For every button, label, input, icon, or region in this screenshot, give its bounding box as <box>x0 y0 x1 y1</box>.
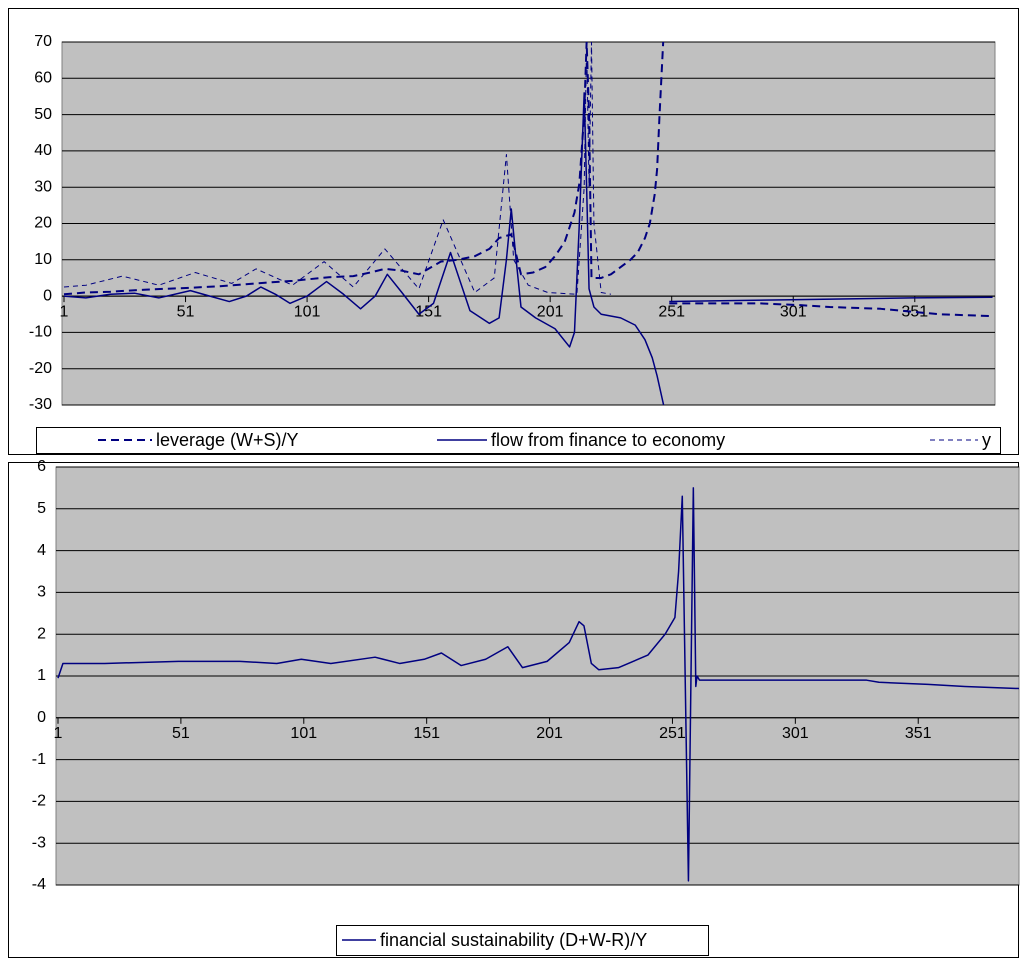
y-tick-label: -20 <box>29 360 52 377</box>
y-tick-label: 60 <box>34 70 52 87</box>
legend-label: leverage (W+S)/Y <box>156 430 299 450</box>
x-tick-label: 151 <box>415 303 442 320</box>
x-tick-label: 1 <box>60 303 69 320</box>
y-tick-label: -10 <box>29 324 52 341</box>
x-tick-label: 151 <box>413 725 440 742</box>
y-tick-label: 70 <box>34 33 52 50</box>
y-tick-label: 6 <box>37 458 46 475</box>
x-tick-label: 1 <box>54 725 63 742</box>
x-tick-label: 351 <box>905 725 932 742</box>
y-tick-label: 3 <box>37 584 46 601</box>
x-tick-label: 201 <box>536 725 563 742</box>
legend-label: financial sustainability (D+W-R)/Y <box>380 930 647 950</box>
series-group <box>63 42 993 405</box>
x-tick-label: 51 <box>177 303 195 320</box>
y-tick-label: -2 <box>32 793 46 810</box>
series-group <box>57 487 1019 882</box>
y-tick-label: 0 <box>37 709 46 726</box>
y-tick-label: -4 <box>32 876 46 893</box>
y-tick-label: 20 <box>34 215 52 232</box>
y-tick-label: -3 <box>32 834 46 851</box>
series-line <box>63 42 612 295</box>
legend-label: y <box>982 430 991 450</box>
y-tick-label: 10 <box>34 251 52 268</box>
y-tick-label: 40 <box>34 142 52 159</box>
series-line <box>63 42 991 318</box>
y-tick-label: 5 <box>37 500 46 517</box>
x-tick-label: 301 <box>782 725 809 742</box>
x-tick-label: 251 <box>658 303 685 320</box>
y-tick-label: -1 <box>32 751 46 768</box>
legend-label: flow from finance to economy <box>491 430 725 450</box>
y-tick-label: 1 <box>37 667 46 684</box>
legend-box <box>336 925 709 956</box>
y-tick-label: 0 <box>43 287 52 304</box>
x-tick-label: 351 <box>901 303 928 320</box>
y-tick-label: -30 <box>29 396 52 413</box>
legend-box <box>36 427 1001 454</box>
y-tick-label: 4 <box>37 542 46 559</box>
y-tick-label: 2 <box>37 625 46 642</box>
y-tick-label: 30 <box>34 178 52 195</box>
x-tick-label: 101 <box>294 303 321 320</box>
series-line <box>63 92 993 405</box>
x-tick-label: 101 <box>290 725 317 742</box>
x-tick-label: 251 <box>659 725 686 742</box>
series-line <box>57 487 1019 882</box>
x-tick-label: 51 <box>172 725 190 742</box>
x-tick-label: 201 <box>537 303 564 320</box>
y-tick-label: 50 <box>34 106 52 123</box>
x-tick-label: 301 <box>780 303 807 320</box>
